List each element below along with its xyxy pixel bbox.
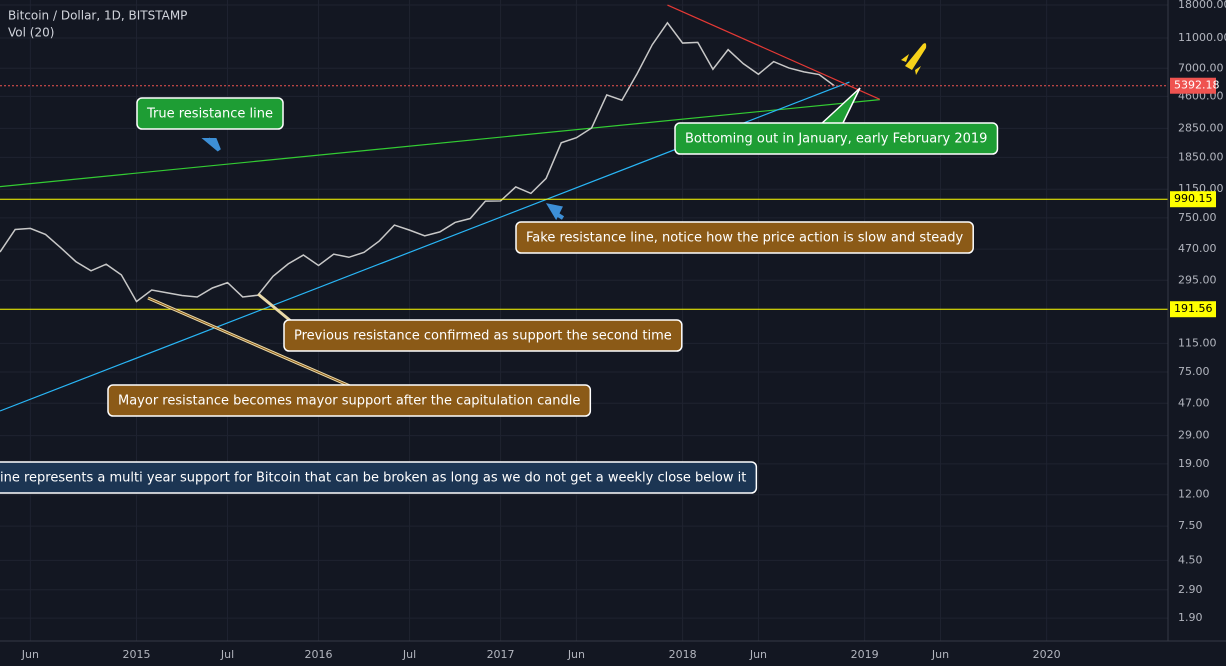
price-line (0, 21, 835, 303)
price-label: 5392.18 (1174, 79, 1220, 92)
x-tick-label: Jun (749, 648, 767, 661)
rocket-icon (901, 43, 927, 75)
x-tick-label: 2018 (669, 648, 697, 661)
annotations: True resistance line Bottoming out in Jan… (0, 97, 999, 494)
price-label-bg (1170, 77, 1216, 94)
y-tick-label: 2.90 (1178, 583, 1203, 596)
annotation-box (107, 384, 592, 417)
annotation-text: True resistance line (146, 107, 273, 122)
y-tick-label: 75.00 (1178, 365, 1210, 378)
x-tick-label: 2016 (305, 648, 333, 661)
x-tick-label: Jul (402, 648, 416, 661)
y-tick-label: 12.00 (1178, 488, 1210, 501)
annotation-text: ine represents a multi year support for … (0, 471, 746, 486)
pointers (147, 43, 927, 388)
price-label: 990.15 (1174, 192, 1213, 205)
trend-line (667, 4, 881, 100)
y-tick-label: 1.90 (1178, 611, 1203, 624)
annotation-box (0, 461, 758, 494)
y-tick-label: 750.00 (1178, 211, 1217, 224)
y-tick-label: 29.00 (1178, 429, 1210, 442)
annotation-text: Previous resistance confirmed as support… (294, 329, 672, 344)
x-tick-label: Jun (931, 648, 949, 661)
x-tick-label: 2019 (851, 648, 879, 661)
y-tick-label: 19.00 (1178, 457, 1210, 470)
price-axis-bg (1168, 0, 1226, 666)
annotation-box (674, 122, 999, 155)
price-label-bg (1170, 191, 1216, 208)
x-tick-label: Jun (567, 648, 585, 661)
volume-label: Vol (20) (8, 26, 54, 40)
price-label-bg (1170, 301, 1216, 318)
pointer (257, 292, 293, 324)
annotation-text: Mayor resistance becomes mayor support a… (118, 394, 580, 409)
y-tick-label: 18000.00 (1178, 0, 1226, 11)
y-tick-label: 47.00 (1178, 396, 1210, 409)
y-tick-label: 11000.00 (1178, 31, 1226, 44)
axis-labels: Jun 2015 Jul 2016 Jul 2017 Jun 2018 Jun 2019 Jun 20… (21, 0, 1226, 661)
annotation-text: Bottoming out in January, early February… (685, 132, 987, 147)
y-tick-label: 1850.00 (1178, 150, 1224, 163)
x-tick-label: 2020 (1033, 648, 1061, 661)
y-tick-label: 2850.00 (1178, 121, 1224, 134)
x-tick-label: 2017 (487, 648, 515, 661)
plot (0, 4, 1168, 412)
annotation-box (515, 221, 974, 254)
y-tick-label: 115.00 (1178, 336, 1217, 349)
annotation-box (283, 319, 683, 352)
annotation-box (136, 97, 284, 130)
annotation-text: Fake resistance line, notice how the pri… (526, 231, 964, 246)
trend-line (0, 99, 880, 188)
x-tick-label: Jun (21, 648, 39, 661)
arrow-icon (201, 137, 221, 152)
y-tick-label: 7.50 (1178, 519, 1203, 532)
pointer (147, 297, 351, 387)
chart-title: Bitcoin / Dollar, 1D, BITSTAMP (8, 9, 187, 23)
y-tick-label: 470.00 (1178, 242, 1217, 255)
y-tick-label: 4.50 (1178, 553, 1203, 566)
y-tick-label: 295.00 (1178, 273, 1217, 286)
x-tick-label: Jul (220, 648, 234, 661)
price-label: 191.56 (1174, 302, 1213, 315)
arrow-icon (545, 203, 565, 221)
x-tick-label: 2015 (123, 648, 151, 661)
y-tick-label: 7000.00 (1178, 61, 1224, 74)
